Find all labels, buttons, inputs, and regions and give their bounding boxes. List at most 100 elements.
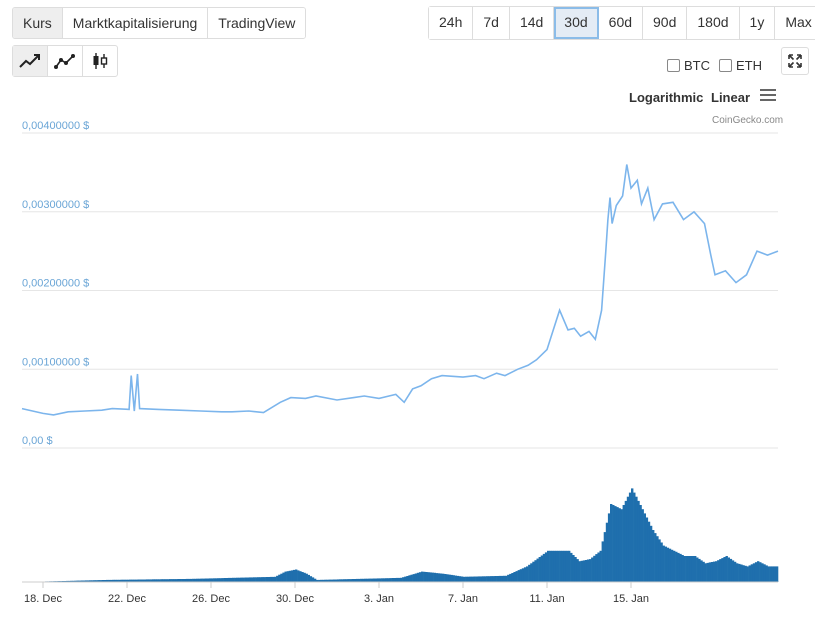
volume-bar — [670, 549, 674, 582]
range-max[interactable]: Max — [775, 7, 815, 39]
volume-bar — [131, 579, 134, 582]
range-30d[interactable]: 30d — [554, 7, 599, 39]
volume-bar — [479, 576, 483, 582]
volume-bar — [515, 571, 518, 582]
volume-bar — [681, 555, 684, 582]
volume-bar — [379, 578, 382, 582]
volume-bar — [341, 579, 344, 582]
volume-bar — [475, 576, 478, 582]
volume-bar — [305, 573, 308, 582]
volume-bar — [412, 574, 415, 582]
volume-bar — [202, 578, 205, 582]
x-tick-label: 22. Dec — [108, 593, 146, 605]
price-line — [21, 164, 779, 416]
line-chart-button[interactable] — [13, 46, 48, 76]
compare-btc[interactable]: BTC — [667, 58, 710, 73]
line-markers-button[interactable] — [48, 46, 83, 76]
volume-bar — [612, 505, 615, 582]
volume-bar — [194, 578, 197, 582]
volume-bar — [421, 571, 424, 582]
volume-bar — [124, 579, 128, 582]
range-90d[interactable]: 90d — [643, 7, 688, 39]
candlestick-button[interactable] — [83, 46, 117, 76]
tab-marktkapitalisierung[interactable]: Marktkapitalisierung — [62, 8, 209, 38]
volume-bar — [219, 578, 222, 582]
volume-bar — [557, 550, 560, 582]
volume-bar — [765, 565, 768, 582]
tab-kurs[interactable]: Kurs — [13, 8, 63, 38]
volume-bar — [91, 580, 94, 582]
btc-checkbox[interactable] — [667, 59, 680, 72]
range-24h[interactable]: 24h — [429, 7, 474, 39]
volume-bar — [328, 579, 331, 582]
volume-bar — [582, 560, 586, 582]
volume-bar — [471, 576, 474, 582]
volume-bar — [169, 579, 172, 582]
tab-tradingview[interactable]: TradingView — [208, 8, 306, 38]
expand-button[interactable] — [781, 47, 809, 75]
volume-bar — [311, 577, 315, 582]
volume-bar — [469, 576, 472, 582]
volume-bar — [78, 580, 82, 582]
linear-toggle[interactable]: Linear — [711, 90, 751, 105]
volume-bar — [103, 580, 107, 582]
range-1y[interactable]: 1y — [739, 7, 776, 39]
eth-checkbox[interactable] — [719, 59, 732, 72]
volume-bar — [97, 580, 100, 582]
line-chart-icon — [19, 54, 40, 68]
range-14d[interactable]: 14d — [509, 7, 555, 39]
volume-bar — [450, 574, 453, 582]
volume-bar — [635, 496, 638, 582]
y-tick-label: 0,00400000 $ — [22, 120, 89, 132]
volume-bar — [274, 576, 277, 582]
range-180d[interactable]: 180d — [687, 7, 740, 39]
volume-bar — [683, 556, 686, 582]
range-7d[interactable]: 7d — [473, 7, 510, 39]
volume-bar — [586, 559, 590, 582]
volume-bar — [402, 577, 405, 582]
volume-bar — [299, 571, 302, 582]
volume-bar — [622, 505, 625, 582]
volume-bar — [332, 579, 336, 582]
volume-bar — [656, 536, 659, 582]
volume-bar — [484, 576, 487, 582]
volume-bar — [400, 577, 403, 582]
volume-bar — [576, 559, 579, 582]
volume-bar — [206, 578, 210, 582]
volume-bar — [578, 561, 581, 582]
volume-bar — [460, 576, 464, 582]
compare-eth[interactable]: ETH — [719, 58, 762, 73]
volume-bar — [337, 579, 340, 582]
volume-bar — [385, 578, 388, 582]
volume-bar — [463, 576, 466, 582]
volume-bar — [433, 572, 436, 582]
volume-bar — [710, 562, 714, 582]
volume-bar — [465, 576, 468, 582]
volume-bar — [179, 579, 182, 582]
candlestick-icon — [93, 53, 108, 69]
volume-bar — [511, 573, 514, 582]
volume-bar — [675, 551, 678, 582]
volume-bar — [295, 569, 298, 582]
volume-bar — [303, 572, 306, 582]
volume-bar — [553, 550, 556, 582]
volume-bar — [70, 580, 73, 582]
volume-bar — [444, 574, 447, 582]
volume-bar — [649, 525, 653, 582]
volume-bar — [696, 557, 699, 582]
volume-bar — [481, 576, 485, 582]
volume-bar — [767, 566, 770, 582]
volume-bar — [490, 576, 493, 582]
volume-bar — [643, 513, 646, 582]
volume-bar — [106, 579, 109, 582]
logarithmic-toggle[interactable]: Logarithmic — [629, 90, 704, 105]
range-60d[interactable]: 60d — [598, 7, 644, 39]
line-markers-icon — [54, 54, 75, 69]
volume-bar — [284, 571, 287, 582]
x-tick-label: 26. Dec — [192, 593, 230, 605]
volume-bar — [425, 572, 428, 582]
volume-bar — [372, 578, 376, 582]
menu-icon[interactable] — [760, 89, 776, 103]
volume-bar — [99, 580, 103, 582]
volume-bar — [278, 574, 281, 582]
